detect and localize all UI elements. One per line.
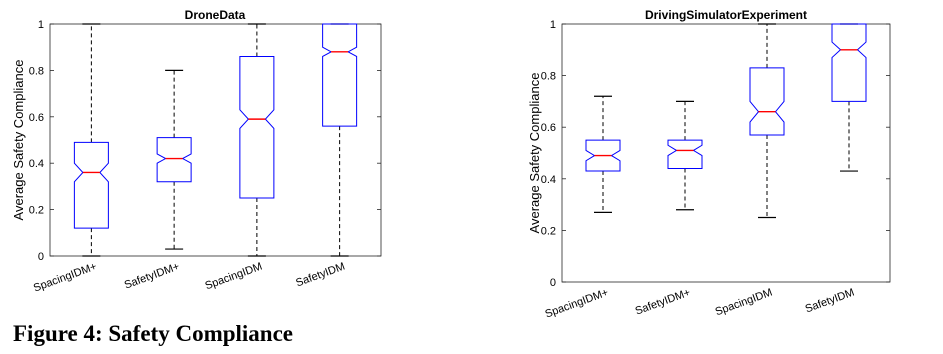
x-category-label: SpacingIDM [714,287,774,319]
x-category-label: SafetyIDM [804,287,856,316]
chart-2: DrivingSimulatorExperiment Average Safety… [527,8,891,321]
y-tick-label: 0.4 [29,158,44,170]
notched-box [156,137,192,183]
y-tick-label: 0 [550,277,556,289]
plot-frame [49,23,382,257]
y-tick-label: 0.8 [541,71,556,83]
y-axis-label: Average Safety Compliance [11,60,26,221]
y-tick-label: 0.4 [541,174,556,186]
box-SafetyIDM [831,23,867,172]
plot-frame [561,23,891,283]
figure-caption: Figure 4: Safety Compliance [13,321,294,346]
x-category-label: SpacingIDM [203,261,263,293]
notched-box [239,55,275,199]
notched-box [322,23,358,127]
y-tick-label: 0.8 [29,65,44,77]
y-tick-label: 0.2 [541,225,556,237]
y-tick-label: 1 [550,19,556,31]
box-SpacingIDM+ [73,23,109,257]
notched-box [585,139,621,172]
notched-box [73,141,109,229]
chart-title: DrivingSimulatorExperiment [645,8,807,22]
box-SpacingIDM+ [585,95,621,213]
box-SpacingIDM [749,23,785,219]
y-axis-label: Average Safety Compliance [527,73,542,234]
x-category-label: SafetyIDM+ [123,261,181,292]
y-tick-label: 0.2 [29,205,44,217]
chart-title: DroneData [185,8,246,22]
chart-1: DroneData Average Safety Compliance 0 0.2 0.… [11,8,382,295]
box-SafetyIDM+ [667,100,703,211]
box-SpacingIDM [239,23,275,257]
box-SafetyIDM [322,23,358,257]
y-tick-label: 0 [38,251,44,263]
notched-box [831,23,867,102]
notched-box [667,139,703,169]
y-tick-label: 1 [38,19,44,31]
x-category-label: SpacingIDM+ [544,287,610,321]
notched-box [749,67,785,136]
y-tick-label: 0.6 [29,112,44,124]
x-category-label: SafetyIDM+ [634,287,692,318]
x-category-label: SpacingIDM+ [32,261,98,295]
y-tick-label: 0.6 [541,122,556,134]
x-category-label: SafetyIDM [294,261,346,290]
box-SafetyIDM+ [156,69,192,250]
